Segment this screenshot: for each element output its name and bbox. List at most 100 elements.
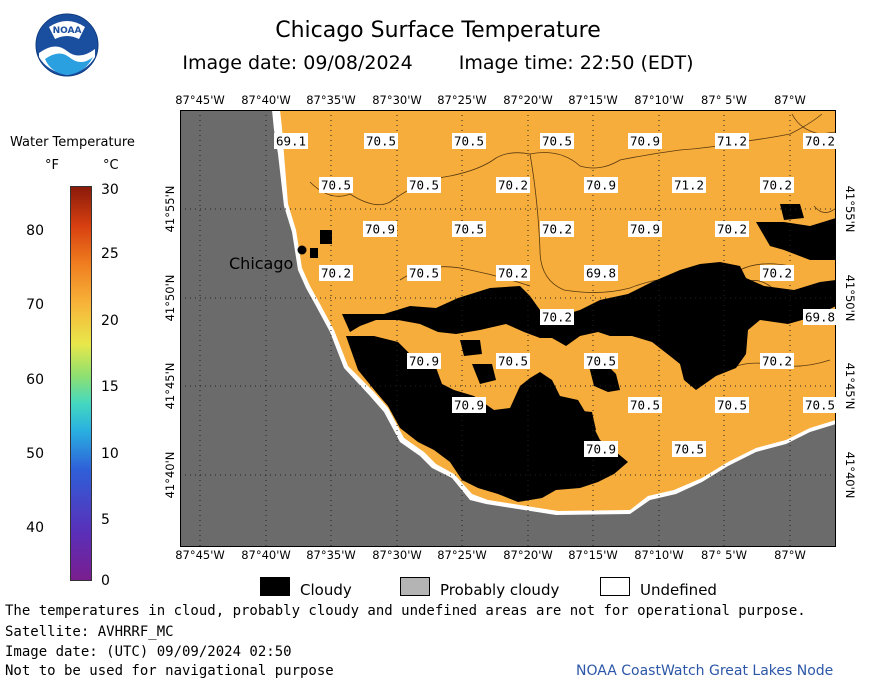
lon-label-bottom: 87°30'W (372, 548, 422, 562)
image-date: Image date: 09/08/2024 (182, 52, 413, 74)
temperature-label: 69.8 (805, 310, 835, 325)
temperature-label-bg (628, 133, 662, 149)
temperature-label-bg (628, 221, 662, 237)
temperature-label-bg (540, 221, 574, 237)
temperature-label-bg (760, 265, 794, 281)
legend-unit-c: °C (103, 158, 119, 173)
temperature-label-bg (364, 133, 398, 149)
lon-label-bottom: 87°15'W (568, 548, 618, 562)
temperature-label-bg (496, 353, 530, 369)
image-time: Image time: 22:50 (EDT) (458, 52, 694, 74)
noaa-logo: NOAA (35, 13, 99, 77)
lon-label-top: 87°35'W (306, 93, 356, 107)
lon-label-bottom: 87°W (774, 548, 806, 562)
lon-label-bottom: 87°40'W (241, 548, 291, 562)
temperature-label-bg (407, 265, 441, 281)
lat-label-left: 41°45'N (163, 362, 177, 410)
temperature-label-bg (452, 133, 486, 149)
temperature-label: 70.2 (762, 354, 792, 369)
temperature-label: 70.5 (454, 222, 484, 237)
navigation-note: Not to be used for navigational purpose (5, 663, 334, 679)
key-undefined-label: Undefined (640, 581, 717, 599)
key-cloudy-swatch (260, 577, 290, 596)
legend-title: Water Temperature (10, 135, 135, 150)
temperature-label-bg (760, 353, 794, 369)
cloud-cover (310, 204, 836, 502)
temperature-label: 70.5 (409, 178, 439, 193)
temperature-map: 69.1 70.5 70.5 70.5 70.9 71.2 70.2 70.5 70.5 70.2… (180, 110, 836, 547)
temperature-label: 70.5 (805, 398, 835, 413)
lon-label-bottom: 87°25'W (437, 548, 487, 562)
temperature-label-bg (803, 133, 836, 149)
legend-tick-f: 40 (26, 520, 44, 536)
credit-link[interactable]: NOAA CoastWatch Great Lakes Node (576, 663, 834, 679)
temperature-label: 70.9 (365, 222, 395, 237)
lon-label-top: 87°20'W (503, 93, 553, 107)
legend-tick-c: 20 (101, 313, 119, 329)
temperature-label: 70.5 (717, 398, 747, 413)
temperature-label: 70.5 (586, 354, 616, 369)
lat-label-right: 41°45'N (843, 362, 857, 410)
temperature-label-bg (540, 309, 574, 325)
key-cloudy-label: Cloudy (300, 581, 352, 599)
temperature-label: 70.5 (630, 398, 660, 413)
temperature-label: 71.2 (717, 134, 747, 149)
lon-label-bottom: 87° 5'W (701, 548, 747, 562)
image-date-time: Image date: 09/08/2024 Image time: 22:50… (0, 52, 876, 74)
map-frame (180, 110, 836, 547)
legend-tick-c: 0 (101, 573, 110, 589)
temperature-label-bg (363, 221, 397, 237)
temperature-label: 70.9 (586, 442, 616, 457)
chicago-marker (297, 245, 307, 255)
lon-label-bottom: 87°10'W (634, 548, 684, 562)
temperature-label-bg (319, 265, 353, 281)
temperature-label-bg (407, 353, 441, 369)
legend-tick-f: 70 (26, 297, 44, 313)
temperature-label: 69.1 (276, 134, 306, 149)
temperature-label: 70.2 (762, 178, 792, 193)
temperature-label: 70.2 (762, 266, 792, 281)
temperature-label-bg (584, 441, 618, 457)
temperature-label: 70.2 (321, 266, 351, 281)
page-title: Chicago Surface Temperature (275, 18, 601, 43)
legend-tick-c: 15 (101, 379, 119, 395)
key-probably-cloudy-label: Probably cloudy (440, 581, 560, 599)
legend-tick-f: 80 (26, 223, 44, 239)
disclaimer-note: The temperatures in cloud, probably clou… (5, 603, 806, 619)
temperature-label-bg (452, 397, 486, 413)
lon-label-top: 87°40'W (241, 93, 291, 107)
legend-tick-f: 60 (26, 372, 44, 388)
temperature-label-bg (274, 133, 308, 149)
temperature-label-bg (715, 397, 749, 413)
temperature-label: 70.5 (542, 134, 572, 149)
temperature-label: 70.2 (717, 222, 747, 237)
utc-date-note: Image date: (UTC) 09/09/2024 02:50 (5, 644, 292, 660)
temperature-colorbar (70, 186, 92, 581)
temperature-label-bg (319, 177, 353, 193)
lon-label-bottom: 87°35'W (306, 548, 356, 562)
temperature-label: 70.5 (454, 134, 484, 149)
satellite-note: Satellite: AVHRRF_MC (5, 624, 174, 640)
temperature-label-bg (452, 221, 486, 237)
temperature-label: 70.5 (498, 354, 528, 369)
temperature-label: 70.2 (805, 134, 835, 149)
lon-label-top: 87° 5'W (701, 93, 747, 107)
temperature-label: 70.2 (498, 266, 528, 281)
lon-label-top: 87°45'W (175, 93, 225, 107)
lon-label-top: 87°10'W (634, 93, 684, 107)
temperature-label-bg (584, 265, 618, 281)
lat-label-right: 41°40'N (843, 451, 857, 499)
temperature-label: 70.9 (630, 222, 660, 237)
lon-label-bottom: 87°20'W (503, 548, 553, 562)
lat-label-left: 41°55'N (163, 185, 177, 233)
key-probably-cloudy-swatch (400, 577, 430, 596)
temperature-label-bg (672, 441, 706, 457)
lat-label-right: 41°55'N (843, 185, 857, 233)
temperature-label: 70.5 (674, 442, 704, 457)
lon-label-top: 87°W (774, 93, 806, 107)
temperature-label-bg (803, 397, 836, 413)
temperature-label-bg (540, 133, 574, 149)
temperature-label-bg (584, 353, 618, 369)
temperature-label: 70.2 (498, 178, 528, 193)
lon-label-top: 87°25'W (437, 93, 487, 107)
